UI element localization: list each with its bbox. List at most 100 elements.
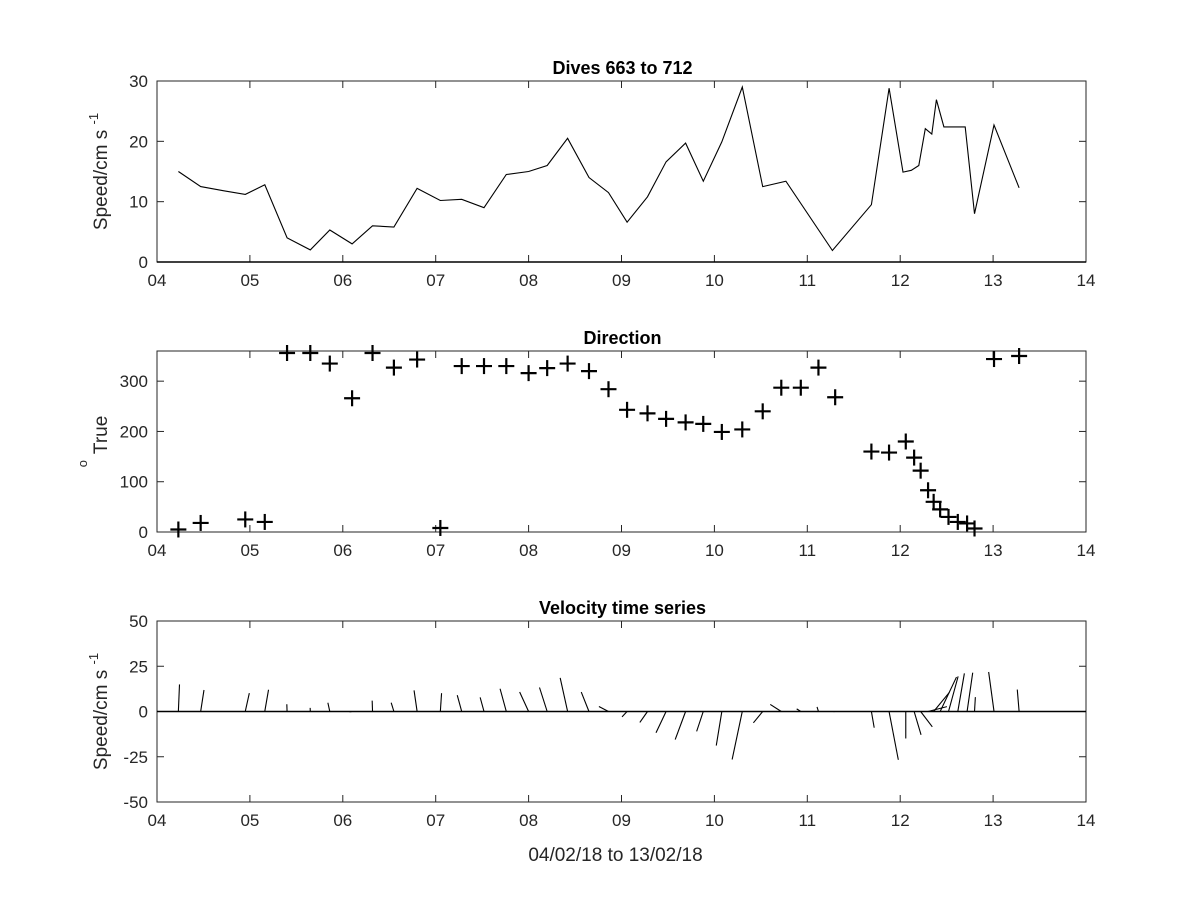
y-tick-label: 100 <box>120 473 148 492</box>
x-tick-label: 05 <box>240 541 259 560</box>
y-tick-label: 30 <box>129 72 148 91</box>
data-point-marker <box>192 514 209 531</box>
x-tick-label: 04 <box>148 811 167 830</box>
y-axis-label-text: True <box>91 416 112 454</box>
x-tick-label: 09 <box>612 811 631 830</box>
data-point-marker <box>580 363 597 380</box>
x-tick-label: 11 <box>798 271 816 290</box>
data-point-marker <box>792 379 809 396</box>
velocity-stick <box>639 711 648 723</box>
x-tick-label: 13 <box>984 271 1003 290</box>
y-tick-label: 50 <box>129 612 148 631</box>
y-axis-label-superscript: -1 <box>86 653 101 665</box>
velocity-stick <box>327 702 331 712</box>
velocity-stick <box>177 684 181 712</box>
velocity-stick <box>580 691 590 712</box>
data-point-marker <box>639 405 656 422</box>
data-point-marker <box>170 521 187 538</box>
data-point-marker <box>658 410 675 427</box>
velocity-stick <box>538 687 548 712</box>
velocity-stick <box>870 711 875 728</box>
y-axis-label: Speed/cm s -1 <box>86 653 112 770</box>
velocity-stick <box>913 711 922 735</box>
velocity-stick <box>456 695 463 712</box>
x-tick-label: 10 <box>705 541 724 560</box>
data-point-marker <box>409 351 426 368</box>
y-axis-label: oTrue <box>75 416 112 468</box>
x-tick-label: 09 <box>612 541 631 560</box>
data-point-marker <box>810 359 827 376</box>
x-tick-label: 04 <box>148 271 167 290</box>
y-tick-label: 20 <box>129 132 148 151</box>
axes-frame <box>156 350 1087 533</box>
panel-2: 04 05 06 07 08 09 10 11 12 13 14 0 100 200 300 Directio… <box>75 328 1095 560</box>
x-tick-label: 12 <box>891 271 910 290</box>
x-axis-label: 04/02/18 to 13/02/18 <box>528 845 702 866</box>
chart-title: Dives 663 to 712 <box>552 58 692 78</box>
y-tick-label: 25 <box>129 657 148 676</box>
y-tick-label: 0 <box>139 523 148 542</box>
velocity-stick <box>769 703 782 712</box>
data-point-marker <box>925 493 942 510</box>
panel-3: 04 05 06 07 08 09 10 11 12 13 14 -50 -25 0 25 50 Velocit… <box>86 598 1095 866</box>
data-point-marker <box>619 401 636 418</box>
x-tick-label: 06 <box>333 541 352 560</box>
y-axis-label: Speed/cm s -1 <box>86 113 112 230</box>
data-point-marker <box>453 358 470 375</box>
series-line <box>178 85 1020 252</box>
data-point-marker <box>256 513 273 530</box>
velocity-stick <box>559 677 569 712</box>
velocity-stick <box>439 693 443 712</box>
velocity-stick <box>200 689 205 712</box>
velocity-stick <box>696 711 704 732</box>
velocity-stick <box>888 711 899 760</box>
y-tick-label: 200 <box>120 422 148 441</box>
data-point-marker <box>539 360 556 377</box>
x-tick-label: 14 <box>1077 271 1096 290</box>
data-point-marker <box>986 351 1003 368</box>
data-point-marker <box>279 345 296 362</box>
x-tick-label: 08 <box>519 271 538 290</box>
data-point-marker <box>881 444 898 461</box>
data-point-marker <box>385 359 402 376</box>
data-point-marker <box>920 482 937 499</box>
data-point-marker <box>677 414 694 431</box>
velocity-stick <box>715 711 723 746</box>
panel-1: 04 05 06 07 08 09 10 11 12 13 14 0 10 20 30 Dives 663 t… <box>86 58 1095 290</box>
data-point-marker <box>498 358 515 375</box>
data-point-marker <box>949 513 966 530</box>
velocity-stick <box>947 676 959 712</box>
x-tick-label: 07 <box>426 811 445 830</box>
data-point-marker <box>906 449 923 466</box>
data-point-marker <box>773 379 790 396</box>
data-point-marker <box>432 519 449 536</box>
data-point-marker <box>302 345 319 362</box>
data-point-marker <box>932 501 949 518</box>
data-point-marker <box>1011 348 1028 365</box>
x-tick-label: 06 <box>333 271 352 290</box>
velocity-stick <box>621 711 628 718</box>
data-point-marker <box>734 421 751 438</box>
data-point-marker <box>940 508 957 525</box>
data-point-marker <box>713 423 730 440</box>
velocity-stick <box>1016 689 1020 712</box>
data-point-marker <box>897 433 914 450</box>
y-tick-label: -25 <box>123 748 148 767</box>
data-point-marker <box>912 462 929 479</box>
data-point-marker <box>966 520 983 537</box>
x-tick-label: 04 <box>148 541 167 560</box>
velocity-stick <box>927 706 948 713</box>
x-tick-label: 13 <box>984 541 1003 560</box>
y-axis-label-superscript: o <box>75 460 90 467</box>
x-tick-label: 11 <box>798 811 816 830</box>
velocity-stick <box>920 711 933 728</box>
y-tick-label: 0 <box>139 253 148 272</box>
x-tick-label: 14 <box>1077 811 1096 830</box>
x-tick-label: 13 <box>984 811 1003 830</box>
y-tick-label: 300 <box>120 372 148 391</box>
velocity-stick <box>674 711 687 740</box>
velocity-stick <box>413 690 418 712</box>
velocity-stick <box>519 691 530 712</box>
x-tick-label: 07 <box>426 541 445 560</box>
